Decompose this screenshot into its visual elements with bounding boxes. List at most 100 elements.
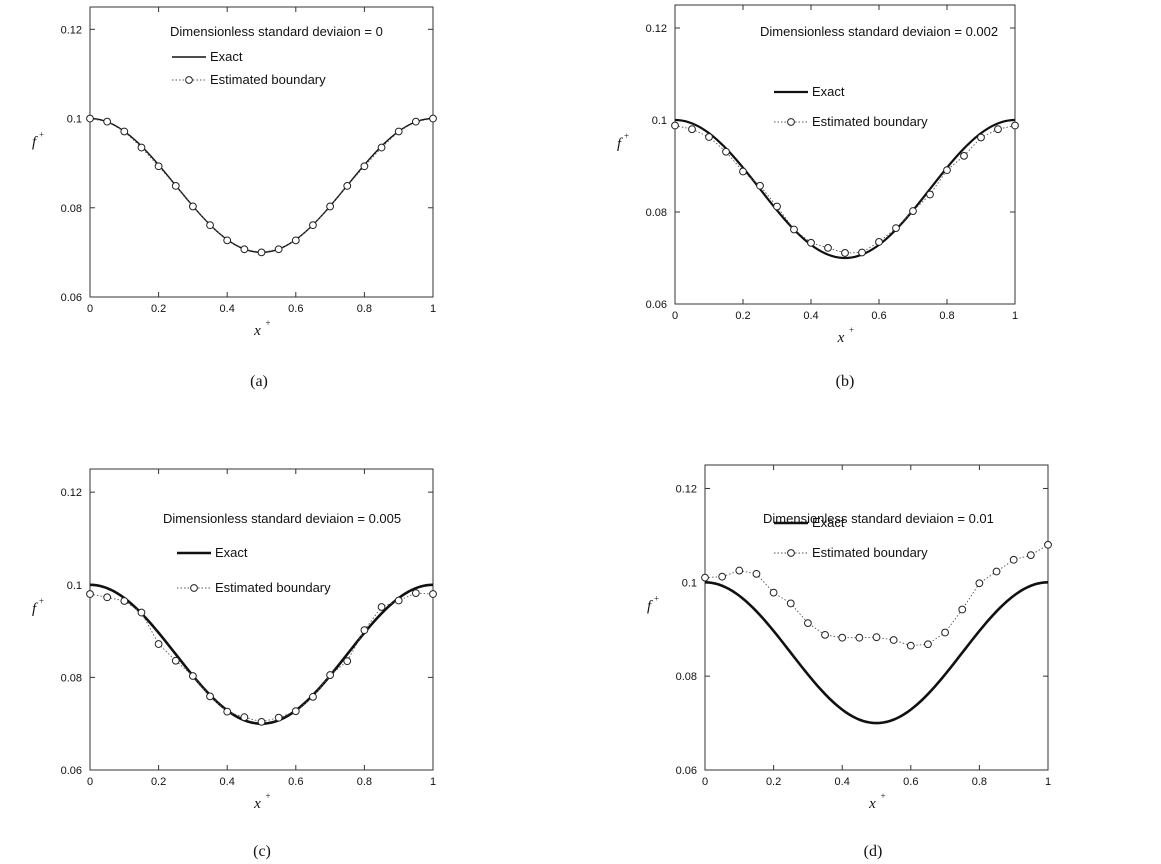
estimated-point bbox=[994, 125, 1002, 134]
x-tick-label: 0.8 bbox=[939, 310, 954, 322]
y-tick-label: 0.06 bbox=[646, 299, 667, 311]
estimated-point bbox=[804, 619, 812, 628]
estimated-point bbox=[291, 707, 300, 716]
estimated-point bbox=[671, 121, 679, 130]
x-tick-label: 0.8 bbox=[357, 776, 372, 788]
estimated-point bbox=[86, 590, 94, 598]
estimated-point bbox=[824, 243, 832, 252]
y-tick-label: 0.12 bbox=[676, 483, 697, 495]
estimated-point bbox=[756, 181, 764, 190]
x-axis-label-sup: + bbox=[881, 791, 886, 801]
estimated-point bbox=[790, 225, 798, 234]
estimated-point bbox=[360, 162, 369, 171]
estimated-point bbox=[343, 657, 352, 666]
estimated-point bbox=[975, 579, 984, 588]
estimated-point bbox=[773, 202, 781, 211]
estimated-point bbox=[257, 248, 266, 257]
estimated-point bbox=[206, 692, 214, 701]
x-tick-label: 0.4 bbox=[803, 310, 818, 322]
estimated-point bbox=[858, 248, 866, 257]
x-axis-label-sup: + bbox=[266, 791, 271, 801]
estimated-point bbox=[326, 202, 335, 211]
legend-estimated-marker bbox=[787, 549, 795, 557]
estimated-point bbox=[103, 117, 112, 126]
y-axis-label: f bbox=[647, 598, 653, 614]
series-exact-line bbox=[704, 581, 1049, 725]
estimated-point bbox=[807, 238, 815, 247]
x-tick-label: 1 bbox=[1012, 310, 1018, 322]
annotation-text: Dimensionless standard deviaion = 0 bbox=[170, 24, 383, 39]
legend-estimated-label: Estimated boundary bbox=[215, 580, 331, 595]
y-tick-label: 0.08 bbox=[61, 203, 82, 215]
estimated-point bbox=[739, 167, 747, 176]
y-tick-label: 0.1 bbox=[652, 115, 667, 127]
estimated-point bbox=[429, 590, 437, 598]
x-tick-label: 0.6 bbox=[288, 303, 303, 315]
series-estimated-line bbox=[89, 592, 434, 723]
x-tick-label: 0.4 bbox=[220, 776, 235, 788]
estimated-point bbox=[137, 608, 146, 617]
estimated-point bbox=[171, 656, 180, 665]
estimated-point bbox=[855, 633, 864, 642]
estimated-point bbox=[377, 603, 386, 611]
x-tick-label: 1 bbox=[1045, 776, 1051, 788]
x-axis-label: x bbox=[253, 796, 261, 812]
x-tick-label: 0 bbox=[87, 303, 93, 315]
estimated-point bbox=[872, 633, 881, 642]
y-tick-label: 0.08 bbox=[646, 207, 667, 219]
x-tick-label: 0.2 bbox=[735, 310, 750, 322]
legend-exact-label: Exact bbox=[812, 84, 845, 99]
estimated-point bbox=[909, 207, 917, 215]
x-tick-label: 0 bbox=[702, 776, 708, 788]
x-tick-label: 0.6 bbox=[903, 776, 918, 788]
y-tick-label: 0.12 bbox=[61, 487, 82, 499]
estimated-point bbox=[889, 636, 898, 644]
chart-panel-a: 0 0.2 0.4 0.6 0.8 10.060.080.10.12x +f +Dimensi… bbox=[32, 6, 437, 390]
estimated-point bbox=[722, 147, 730, 156]
estimated-point bbox=[309, 221, 317, 230]
x-axis-label-sup: + bbox=[266, 318, 271, 328]
plot-frame bbox=[89, 468, 434, 771]
legend-estimated-label: Estimated boundary bbox=[812, 114, 928, 129]
plot-frame bbox=[704, 464, 1049, 771]
annotation-text: Dimensionless standard deviaion = 0.002 bbox=[760, 24, 998, 39]
x-tick-label: 0.6 bbox=[871, 310, 886, 322]
estimated-point bbox=[223, 236, 232, 245]
chart-panel-b: 0 0.2 0.4 0.6 0.8 10.060.080.10.12x +f +Dimensi… bbox=[617, 4, 1019, 390]
legend-exact-label: Exact bbox=[215, 545, 248, 560]
estimated-point bbox=[924, 640, 932, 649]
y-axis-label: f bbox=[32, 135, 38, 151]
x-tick-label: 0 bbox=[672, 310, 678, 322]
estimated-point bbox=[171, 182, 180, 190]
estimated-point bbox=[688, 125, 696, 134]
y-tick-label: 0.06 bbox=[61, 765, 82, 777]
y-axis-label-sup: + bbox=[39, 130, 44, 140]
estimated-point bbox=[343, 182, 352, 190]
annotation-text: Dimensionless standard deviaion = 0.005 bbox=[163, 511, 401, 526]
estimated-point bbox=[926, 190, 934, 199]
estimated-point bbox=[735, 566, 744, 575]
estimated-point bbox=[958, 605, 967, 614]
x-axis-label-sup: + bbox=[849, 325, 854, 335]
estimated-point bbox=[360, 626, 369, 635]
series-exact-line bbox=[674, 118, 1016, 260]
estimated-point bbox=[875, 238, 883, 246]
estimated-point bbox=[786, 599, 795, 608]
legend-exact-label: Exact bbox=[812, 515, 845, 530]
estimated-point bbox=[394, 127, 403, 136]
y-tick-label: 0.08 bbox=[676, 671, 697, 683]
legend-estimated-label: Estimated boundary bbox=[210, 72, 326, 87]
estimated-point bbox=[429, 114, 437, 123]
x-tick-label: 0.8 bbox=[972, 776, 987, 788]
estimated-point bbox=[240, 713, 249, 722]
legend-estimated-label: Estimated boundary bbox=[812, 545, 928, 560]
estimated-point bbox=[274, 245, 283, 254]
estimated-point bbox=[206, 221, 214, 230]
estimated-point bbox=[326, 671, 335, 679]
y-tick-label: 0.1 bbox=[67, 114, 82, 126]
estimated-point bbox=[103, 593, 112, 602]
estimated-point bbox=[838, 633, 847, 642]
estimated-point bbox=[120, 127, 129, 136]
plot-frame bbox=[674, 4, 1016, 305]
estimated-point bbox=[240, 245, 249, 254]
